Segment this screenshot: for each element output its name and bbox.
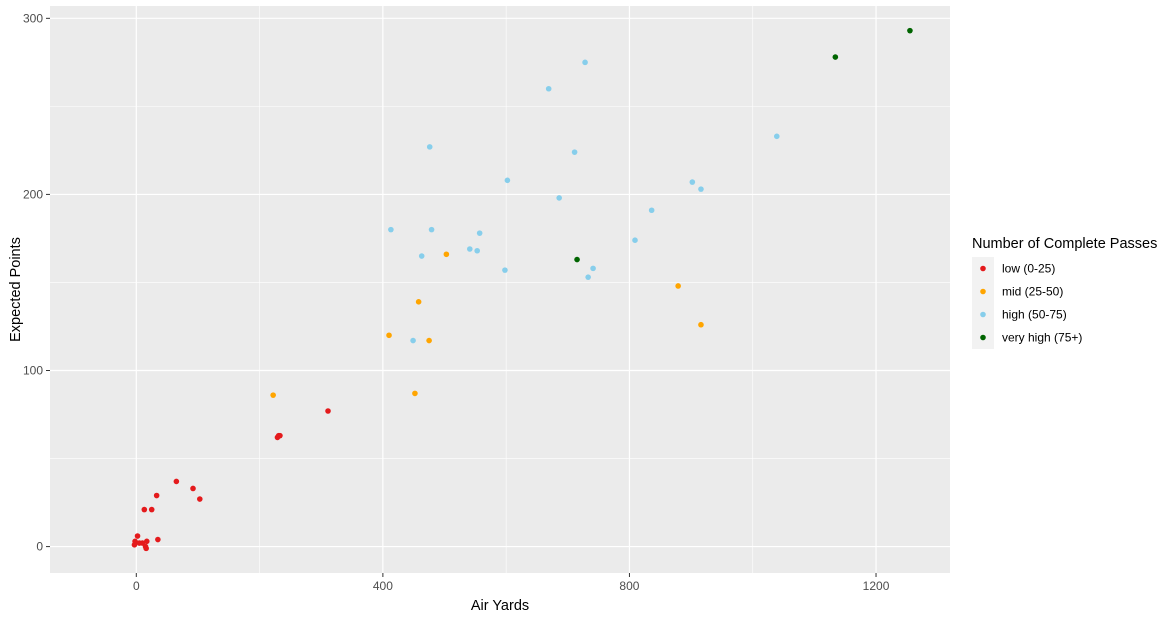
legend-label: low (0-25): [1002, 262, 1055, 276]
legend-key-point: [980, 334, 986, 341]
data-point: [590, 265, 596, 272]
x-tick-label: 400: [373, 579, 393, 593]
major-gridlines: [50, 6, 950, 573]
data-point: [155, 536, 161, 543]
data-point: [426, 337, 432, 344]
data-point: [428, 226, 435, 233]
data-point: [412, 390, 418, 397]
data-point: [388, 226, 394, 233]
y-tick-label: 100: [23, 364, 43, 378]
data-point: [907, 27, 913, 34]
data-point: [773, 133, 780, 140]
data-point: [443, 251, 450, 258]
data-point: [698, 186, 704, 192]
legend-label: very high (75+): [1002, 331, 1082, 345]
legend-title: Number of Complete Passes: [972, 236, 1157, 252]
data-point: [132, 538, 138, 545]
data-point: [504, 177, 511, 184]
data-point: [141, 506, 148, 513]
plot-panel: [50, 6, 950, 573]
data-point: [418, 253, 425, 259]
data-point: [556, 195, 562, 201]
data-point: [153, 492, 160, 499]
data-point: [415, 299, 422, 305]
data-point: [545, 85, 552, 92]
data-point: [196, 496, 203, 502]
data-point: [270, 392, 276, 398]
data-point: [571, 149, 578, 155]
data-point: [143, 538, 150, 545]
data-point: [698, 321, 704, 328]
axis-ticks: [46, 17, 877, 577]
data-point: [648, 207, 655, 214]
data-point: [675, 283, 681, 289]
legend-items: low (0-25) mid (25-50) high (50-75) very hi…: [972, 257, 1082, 349]
data-point: [832, 54, 839, 60]
y-tick-label: 300: [23, 11, 43, 25]
data-point: [386, 332, 392, 339]
legend-label: high (50-75): [1002, 308, 1067, 322]
data-point: [585, 274, 591, 280]
y-axis-title: Expected Points: [8, 237, 24, 342]
data-point: [632, 237, 638, 243]
data-point: [148, 506, 155, 513]
minor-gridlines: [50, 6, 950, 573]
data-point: [476, 230, 483, 236]
x-tick-label: 800: [619, 579, 639, 593]
legend-label: mid (25-50): [1002, 285, 1063, 299]
y-tick-label: 0: [36, 540, 43, 554]
data-point: [173, 478, 180, 485]
data-point: [277, 432, 283, 439]
legend: Number of Complete Passes low (0-25) mid …: [972, 236, 1157, 349]
data-point: [689, 179, 696, 185]
x-tick-label: 1200: [863, 579, 890, 593]
data-point: [410, 337, 416, 344]
data-point: [502, 267, 508, 273]
x-axis-tick-labels: 0 400 800 1200: [133, 579, 890, 593]
legend-key-point: [980, 265, 986, 272]
y-tick-label: 200: [23, 187, 43, 201]
x-axis-title: Air Yards: [471, 598, 529, 614]
data-point: [582, 59, 588, 66]
data-point: [143, 545, 149, 552]
legend-key-point: [980, 311, 986, 318]
data-point: [474, 247, 480, 254]
y-axis-tick-labels: 0 100 200 300: [23, 11, 43, 553]
data-points: [131, 27, 913, 552]
data-point: [325, 408, 331, 414]
data-point: [574, 256, 580, 263]
x-tick-label: 0: [133, 579, 140, 593]
data-point: [426, 144, 433, 150]
legend-key-point: [980, 288, 986, 295]
data-point: [190, 485, 196, 492]
data-point: [466, 246, 473, 252]
data-point: [134, 533, 141, 539]
